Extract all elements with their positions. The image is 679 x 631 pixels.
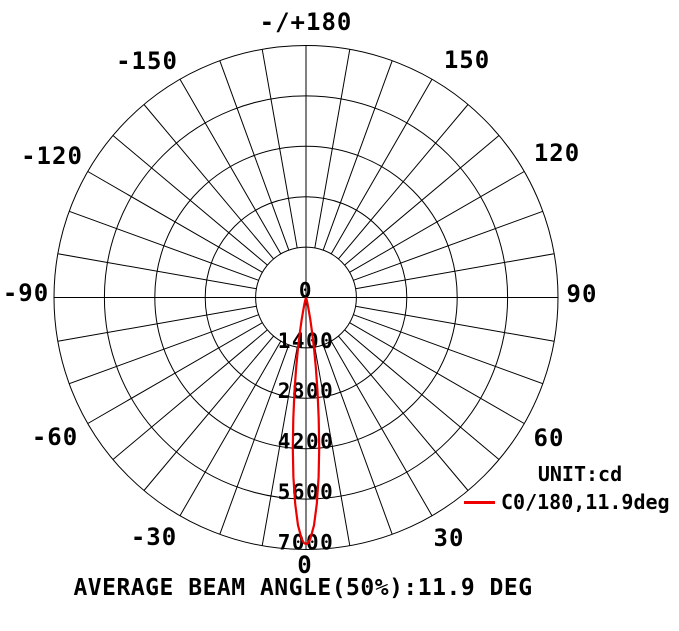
legend-series-label: C0/180,11.9deg bbox=[501, 490, 670, 514]
polar-spoke bbox=[353, 314, 543, 385]
polar-spoke bbox=[355, 253, 555, 290]
polar-spoke bbox=[338, 335, 469, 491]
polar-spoke bbox=[69, 210, 259, 281]
polar-spoke bbox=[143, 104, 274, 260]
polar-spoke bbox=[322, 344, 393, 535]
polar-spoke bbox=[143, 335, 274, 491]
angle-tick-label: -150 bbox=[116, 47, 178, 75]
polar-spoke bbox=[314, 347, 351, 546]
polar-spoke bbox=[344, 329, 500, 460]
legend-unit-label: UNIT:cd bbox=[537, 462, 623, 486]
angle-tick-label: -90 bbox=[3, 279, 49, 307]
polar-spoke bbox=[112, 135, 268, 266]
legend-series-color-line bbox=[464, 501, 495, 504]
polar-spoke bbox=[179, 79, 282, 255]
polar-spoke bbox=[179, 340, 282, 516]
angle-tick-label: 60 bbox=[534, 424, 565, 452]
angle-tick-label: -120 bbox=[21, 142, 83, 170]
polar-spoke bbox=[314, 49, 351, 248]
polar-spoke bbox=[219, 60, 290, 251]
angle-tick-label: -60 bbox=[32, 423, 78, 451]
polar-spoke bbox=[338, 104, 469, 260]
angle-tick-label: -30 bbox=[131, 523, 177, 551]
polar-spoke bbox=[87, 322, 263, 424]
polar-spoke bbox=[219, 344, 290, 535]
polar-spoke bbox=[87, 171, 263, 273]
polar-spoke bbox=[261, 49, 298, 248]
polar-spoke bbox=[57, 305, 257, 342]
beam-intensity-curve bbox=[291, 297, 321, 546]
angle-tick-label: -/+180 bbox=[260, 8, 353, 36]
polar-spoke bbox=[322, 60, 393, 251]
angle-tick-label: 120 bbox=[534, 139, 580, 167]
angle-tick-label: 30 bbox=[434, 524, 465, 552]
radial-tick-label: 5600 bbox=[278, 480, 335, 504]
average-beam-angle-caption: AVERAGE BEAM ANGLE(50%):11.9 DEG bbox=[73, 575, 533, 601]
angle-tick-label: 90 bbox=[567, 280, 598, 308]
polar-spoke bbox=[349, 171, 525, 273]
polar-spoke bbox=[355, 305, 555, 342]
polar-spoke bbox=[349, 322, 525, 424]
polar-spoke bbox=[69, 314, 259, 385]
radial-tick-label: 1400 bbox=[278, 329, 335, 353]
polar-spoke bbox=[112, 329, 268, 460]
radial-tick-label: 4200 bbox=[278, 430, 335, 454]
polar-spoke bbox=[330, 79, 433, 255]
radial-tick-label: 2800 bbox=[278, 379, 335, 403]
polar-spoke bbox=[344, 135, 500, 266]
polar-spoke bbox=[353, 210, 543, 281]
angle-tick-label: 150 bbox=[444, 46, 490, 74]
polar-spoke bbox=[330, 340, 433, 516]
polar-spoke bbox=[261, 347, 298, 546]
radial-tick-label: 0 bbox=[299, 278, 313, 302]
polar-spoke bbox=[57, 253, 257, 290]
angle-tick-label: 0 bbox=[297, 551, 312, 579]
